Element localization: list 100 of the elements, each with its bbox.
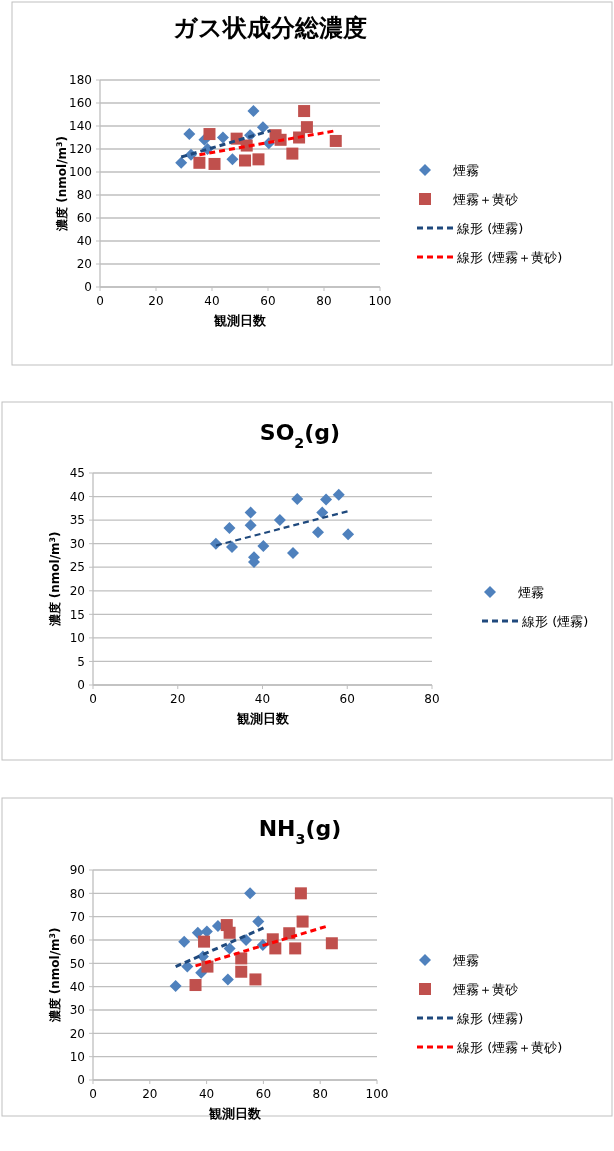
y-tick-label: 40 bbox=[69, 979, 85, 994]
legend-label: 線形 (煙霧＋黄砂) bbox=[456, 249, 563, 265]
point bbox=[226, 153, 239, 166]
point bbox=[189, 979, 202, 992]
point bbox=[244, 887, 257, 900]
y-tick-label: 20 bbox=[69, 583, 85, 598]
x-tick-label: 100 bbox=[365, 1087, 389, 1101]
x-tick-label: 60 bbox=[260, 294, 276, 308]
point bbox=[273, 514, 286, 527]
x-axis-title: 観測日数 bbox=[235, 711, 290, 726]
point bbox=[342, 528, 355, 541]
point bbox=[252, 153, 265, 166]
chart-title: ガス状成分総濃度 bbox=[173, 14, 367, 42]
x-tick-label: 20 bbox=[142, 1087, 158, 1101]
chart-title: NH$_{3}$(g) bbox=[258, 816, 342, 847]
point bbox=[249, 973, 262, 986]
point bbox=[169, 979, 182, 992]
point bbox=[203, 128, 216, 141]
point bbox=[221, 973, 234, 986]
point bbox=[239, 154, 252, 167]
x-tick-label: 0 bbox=[96, 294, 104, 308]
x-tick-label: 80 bbox=[424, 692, 440, 706]
y-tick-label: 30 bbox=[69, 536, 85, 551]
x-tick-label: 100 bbox=[368, 294, 392, 308]
y-tick-label: 100 bbox=[69, 165, 92, 180]
y-tick-label: 0 bbox=[77, 1073, 85, 1088]
y-tick-label: 80 bbox=[76, 188, 92, 203]
y-tick-label: 15 bbox=[69, 607, 85, 622]
x-tick-label: 40 bbox=[198, 1087, 215, 1101]
y-tick-label: 70 bbox=[69, 909, 85, 924]
x-axis-title: 観測日数 bbox=[208, 1106, 262, 1121]
point bbox=[289, 942, 302, 955]
point bbox=[235, 965, 248, 978]
y-tick-label: 35 bbox=[69, 513, 85, 528]
y-tick-label: 140 bbox=[69, 119, 92, 134]
y-tick-label: 50 bbox=[69, 956, 85, 971]
legend-label: 線形 (煙霧) bbox=[456, 220, 524, 236]
point bbox=[191, 926, 204, 939]
point bbox=[252, 915, 265, 928]
y-tick-label: 0 bbox=[77, 678, 85, 693]
point bbox=[193, 156, 206, 169]
legend-label: 煙霧 bbox=[518, 584, 544, 600]
x-axis-title: 観測日数 bbox=[213, 313, 267, 328]
legend-label: 煙霧＋黄砂 bbox=[453, 981, 518, 997]
point bbox=[296, 915, 309, 928]
point bbox=[325, 937, 338, 950]
y-tick-label: 60 bbox=[76, 211, 92, 226]
x-tick-label: 20 bbox=[148, 294, 164, 308]
point bbox=[175, 156, 188, 169]
y-tick-label: 20 bbox=[76, 257, 92, 272]
point bbox=[223, 522, 236, 535]
y-tick-label: 25 bbox=[69, 560, 85, 575]
point bbox=[257, 540, 270, 553]
x-tick-label: 60 bbox=[339, 692, 355, 706]
point bbox=[287, 547, 300, 560]
point bbox=[247, 105, 260, 118]
point bbox=[294, 887, 307, 900]
point bbox=[316, 506, 329, 519]
y-tick-label: 80 bbox=[69, 886, 85, 901]
y-tick-label: 45 bbox=[69, 466, 85, 481]
y-tick-label: 160 bbox=[69, 96, 92, 111]
point bbox=[298, 105, 311, 118]
point bbox=[208, 157, 221, 170]
point bbox=[286, 147, 299, 160]
x-tick-label: 40 bbox=[204, 294, 220, 308]
point bbox=[225, 540, 238, 553]
x-tick-label: 20 bbox=[170, 692, 186, 706]
y-tick-label: 90 bbox=[69, 863, 85, 878]
x-tick-label: 60 bbox=[255, 1087, 272, 1101]
x-tick-label: 80 bbox=[316, 294, 332, 308]
legend-label: 煙霧 bbox=[453, 952, 479, 968]
y-tick-label: 40 bbox=[76, 234, 92, 249]
point bbox=[320, 493, 333, 506]
point bbox=[216, 131, 229, 144]
point bbox=[183, 128, 196, 141]
point bbox=[178, 935, 191, 948]
chart-title: SO$_{2}$(g) bbox=[259, 420, 341, 451]
point bbox=[332, 488, 345, 501]
y-tick-label: 20 bbox=[69, 1026, 85, 1041]
point bbox=[256, 121, 269, 134]
point bbox=[223, 942, 236, 955]
legend-label: 線形 (煙霧) bbox=[456, 1010, 524, 1026]
point bbox=[244, 506, 257, 519]
point bbox=[269, 942, 282, 955]
point bbox=[300, 121, 313, 134]
y-tick-label: 5 bbox=[77, 654, 85, 669]
y-tick-label: 120 bbox=[69, 142, 92, 157]
y-tick-label: 0 bbox=[84, 280, 92, 295]
point bbox=[198, 935, 211, 948]
x-tick-label: 40 bbox=[254, 692, 271, 706]
legend-label: 線形 (煙霧) bbox=[521, 613, 589, 629]
y-tick-label: 180 bbox=[69, 73, 92, 88]
y-tick-label: 40 bbox=[69, 489, 85, 504]
y-tick-label: 10 bbox=[69, 1049, 85, 1064]
point bbox=[235, 952, 248, 965]
point bbox=[223, 926, 236, 939]
point bbox=[312, 526, 325, 539]
legend-label: 煙霧 bbox=[453, 162, 479, 178]
y-tick-label: 30 bbox=[69, 1003, 85, 1018]
legend-label: 煙霧＋黄砂 bbox=[453, 191, 518, 207]
